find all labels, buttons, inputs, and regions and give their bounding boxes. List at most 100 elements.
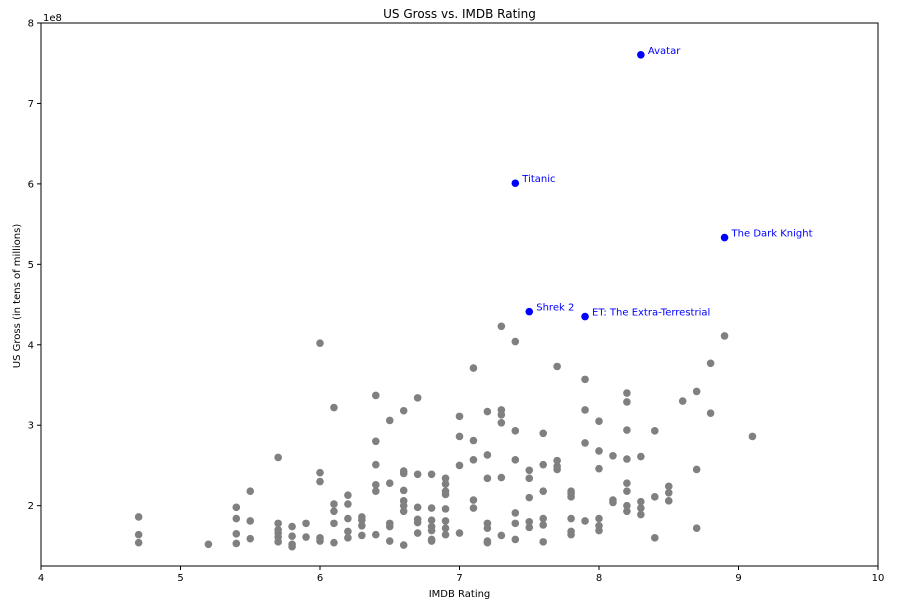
data-point xyxy=(595,464,603,473)
data-point xyxy=(692,465,701,474)
data-point xyxy=(399,469,408,478)
plot-frame xyxy=(40,22,879,567)
data-point xyxy=(539,521,547,529)
data-point xyxy=(274,538,282,546)
data-point xyxy=(706,409,715,417)
data-point xyxy=(623,398,631,406)
data-point xyxy=(469,496,478,504)
data-point xyxy=(483,538,492,547)
data-point xyxy=(469,436,478,445)
data-point xyxy=(567,493,575,501)
data-point xyxy=(595,514,603,523)
data-point xyxy=(664,488,673,497)
data-point xyxy=(455,529,464,537)
data-point xyxy=(539,538,547,546)
data-point xyxy=(637,504,645,512)
data-point xyxy=(595,447,603,455)
x-axis-label: IMDB Rating xyxy=(429,589,491,600)
data-point xyxy=(623,455,631,463)
data-point xyxy=(427,537,436,545)
data-point xyxy=(316,477,324,486)
data-point xyxy=(330,507,338,516)
data-point xyxy=(469,504,478,512)
point-annotation: ET: The Extra-Terrestrial xyxy=(592,308,710,319)
data-point xyxy=(330,538,338,547)
data-point xyxy=(246,534,255,543)
data-point xyxy=(525,523,534,532)
data-point xyxy=(651,534,659,542)
data-point xyxy=(399,486,408,495)
data-point xyxy=(511,337,520,346)
data-point xyxy=(553,362,561,371)
data-point xyxy=(651,427,659,435)
data-point xyxy=(623,501,631,510)
data-point xyxy=(497,322,506,331)
data-point xyxy=(609,498,617,507)
data-point xyxy=(344,500,352,508)
highlighted-points: Avatar Titanic The Dark Knight Shrek 2 ET: T… xyxy=(511,46,813,321)
data-point xyxy=(274,453,282,462)
data-point xyxy=(553,465,561,474)
data-point xyxy=(539,460,547,469)
data-point xyxy=(692,387,701,396)
data-point xyxy=(372,480,380,489)
data-point xyxy=(232,514,241,523)
data-point xyxy=(455,461,464,470)
point-annotation: Avatar xyxy=(648,46,681,57)
y-tick-label: 2 xyxy=(28,501,34,512)
data-point xyxy=(372,487,380,495)
data-point xyxy=(232,503,241,512)
data-point xyxy=(358,521,366,530)
data-point xyxy=(706,359,715,368)
data-point xyxy=(455,432,464,441)
highlighted-point xyxy=(637,50,645,59)
data-point xyxy=(413,529,422,537)
data-point xyxy=(511,456,520,464)
y-tick-label: 5 xyxy=(28,260,34,271)
data-point xyxy=(413,394,422,402)
data-point xyxy=(511,519,520,528)
data-point xyxy=(330,403,338,412)
data-point xyxy=(385,416,394,425)
data-point xyxy=(748,432,757,441)
x-tick-label: 7 xyxy=(456,573,462,584)
data-point xyxy=(567,530,575,539)
data-point xyxy=(637,497,645,506)
data-point xyxy=(637,510,645,519)
data-point xyxy=(581,406,589,414)
highlighted-point xyxy=(525,307,534,316)
data-point xyxy=(316,468,324,477)
data-point xyxy=(427,470,436,479)
y-tick-label: 4 xyxy=(28,340,34,351)
data-point xyxy=(344,534,352,542)
data-point xyxy=(455,412,464,421)
data-point xyxy=(539,514,547,523)
data-point xyxy=(316,537,324,545)
data-point xyxy=(372,530,380,539)
data-point xyxy=(553,456,561,465)
data-point xyxy=(525,493,534,502)
data-point xyxy=(399,501,408,510)
data-point xyxy=(385,537,394,545)
data-point xyxy=(134,538,143,547)
data-point xyxy=(232,530,241,538)
data-point xyxy=(511,509,520,517)
data-point xyxy=(385,479,394,487)
data-point xyxy=(441,517,450,525)
data-point xyxy=(469,456,478,464)
data-point xyxy=(539,429,547,438)
data-point xyxy=(637,452,645,461)
data-point xyxy=(595,417,603,426)
data-point xyxy=(358,516,366,524)
x-tick-label: 10 xyxy=(872,573,885,584)
data-point xyxy=(441,530,450,539)
data-point xyxy=(274,519,282,528)
data-point xyxy=(511,535,520,544)
data-point xyxy=(441,480,450,488)
data-point xyxy=(651,493,659,501)
y-tick-label: 7 xyxy=(28,99,34,110)
data-point xyxy=(246,487,255,495)
data-point xyxy=(497,419,506,427)
